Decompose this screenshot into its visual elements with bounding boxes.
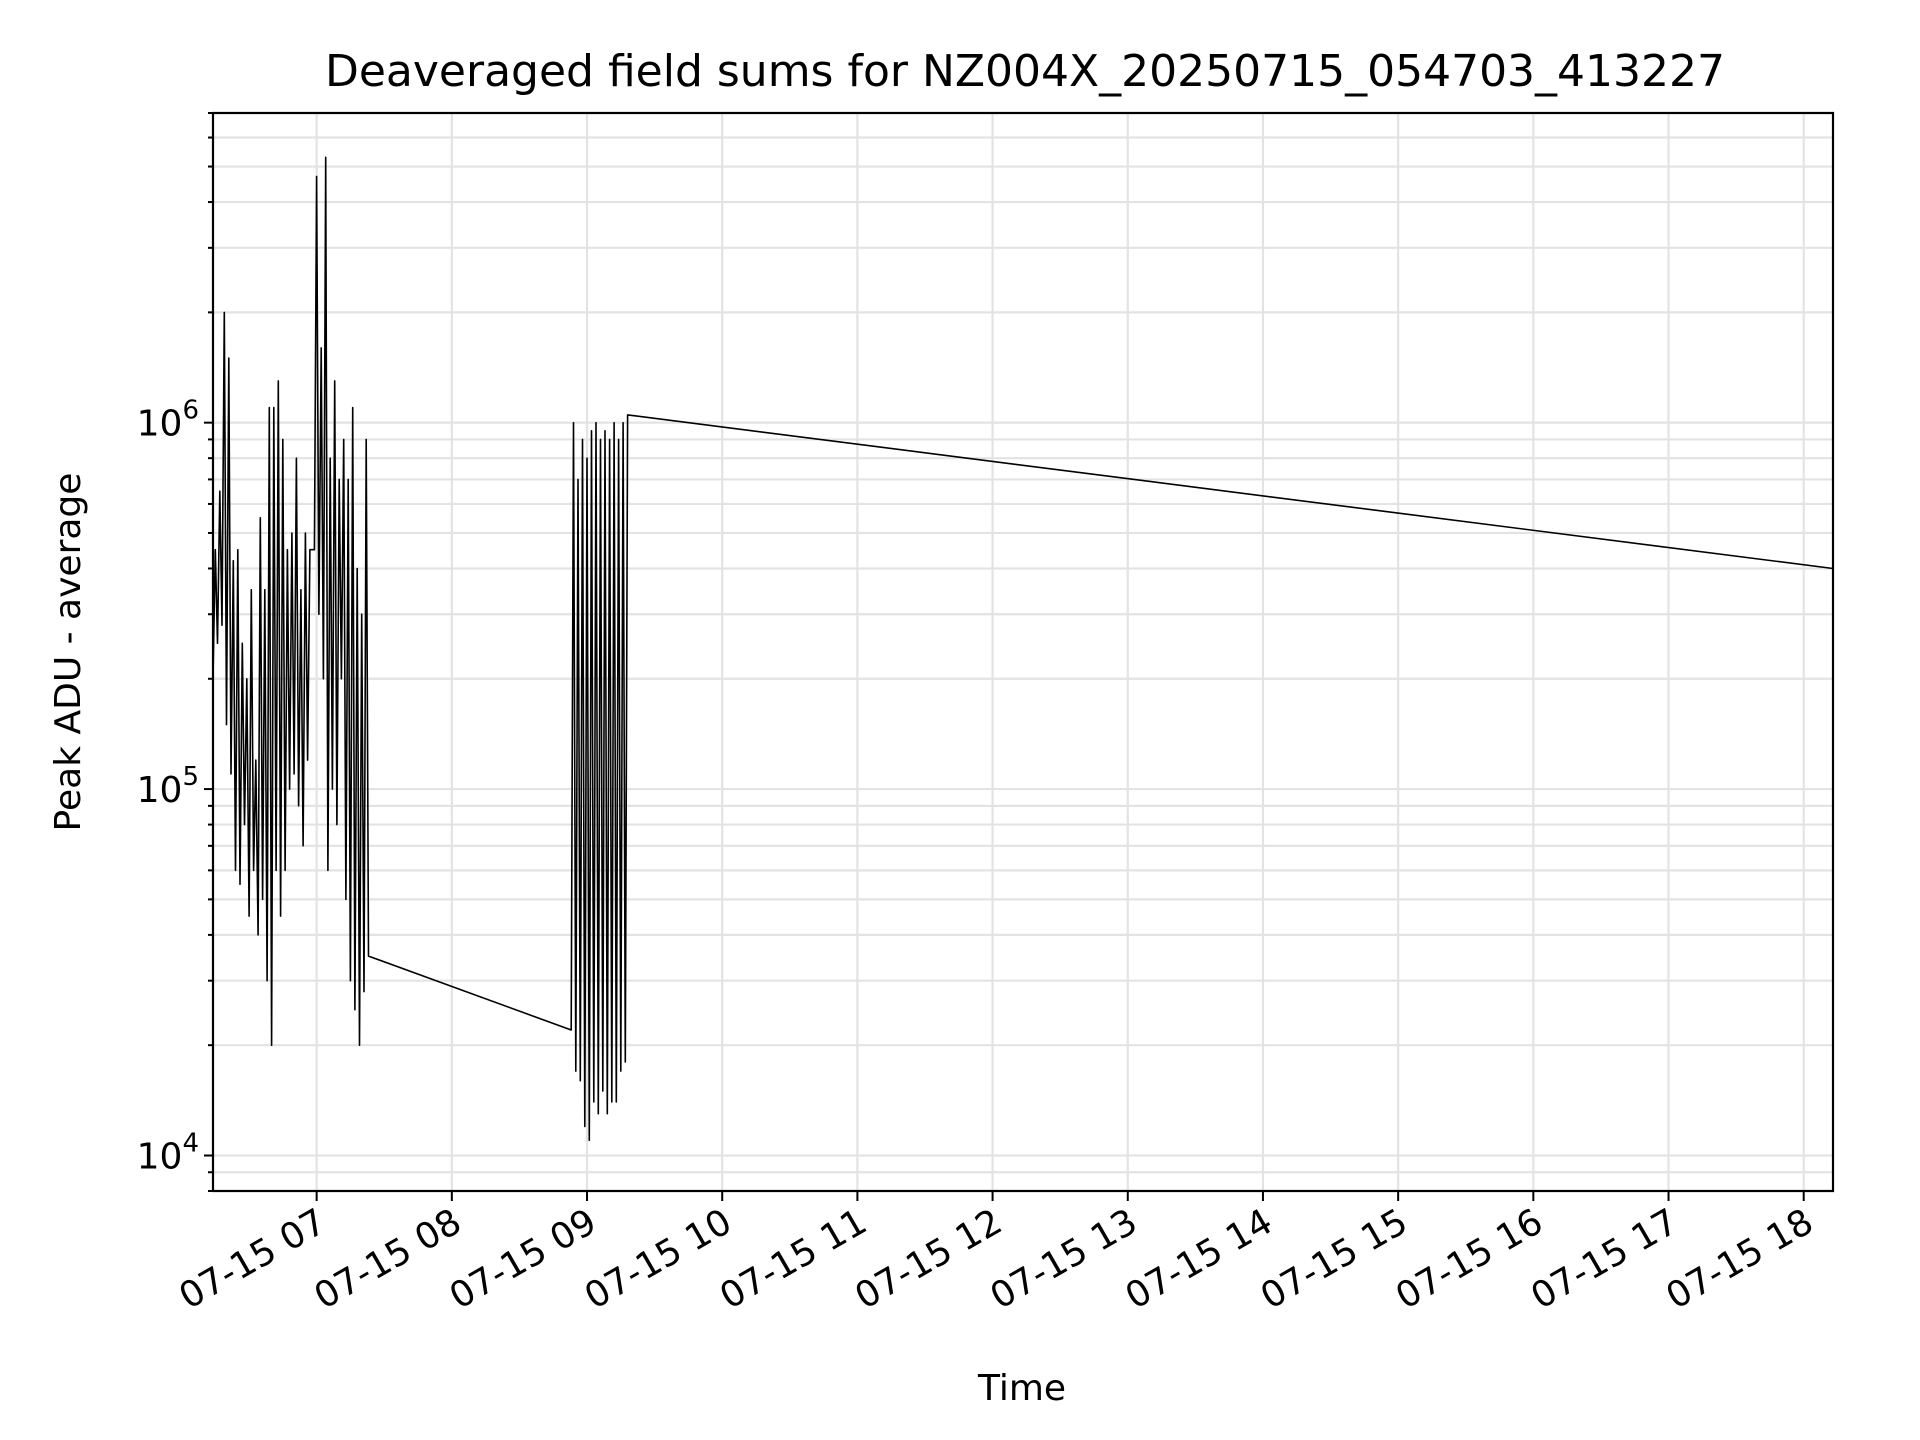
x-tick-label: 07-15 15 <box>1254 1201 1415 1317</box>
x-tick-label: 07-15 10 <box>578 1201 739 1317</box>
x-tick-label: 07-15 18 <box>1660 1201 1821 1317</box>
x-tick-label: 07-15 13 <box>984 1201 1145 1317</box>
y-axis: 104 105 106 <box>137 112 213 1192</box>
x-tick-label: 07-15 14 <box>1119 1201 1280 1317</box>
y-axis-label: Peak ADU - average <box>48 473 89 832</box>
x-tick-label: 07-15 08 <box>308 1201 469 1317</box>
x-tick-label: 07-15 07 <box>172 1201 333 1317</box>
series-group <box>212 156 1834 1142</box>
grid <box>213 111 1833 1193</box>
x-tick-label: 07-15 16 <box>1389 1201 1550 1317</box>
y-tick-label: 106 <box>137 396 199 445</box>
x-axis-label: Time <box>977 1368 1066 1409</box>
x-tick-label: 07-15 17 <box>1524 1201 1685 1317</box>
x-tick-label: 07-15 09 <box>443 1201 604 1317</box>
x-tick-label: 07-15 12 <box>848 1201 1009 1317</box>
y-tick-label: 104 <box>137 1128 199 1177</box>
series-line <box>212 156 1834 1142</box>
axes-frame <box>211 111 1835 1193</box>
y-tick-label: 105 <box>137 762 199 811</box>
chart-title: Deaveraged field sums for NZ004X_2025071… <box>325 46 1725 97</box>
x-tick-label: 07-15 11 <box>713 1201 874 1317</box>
